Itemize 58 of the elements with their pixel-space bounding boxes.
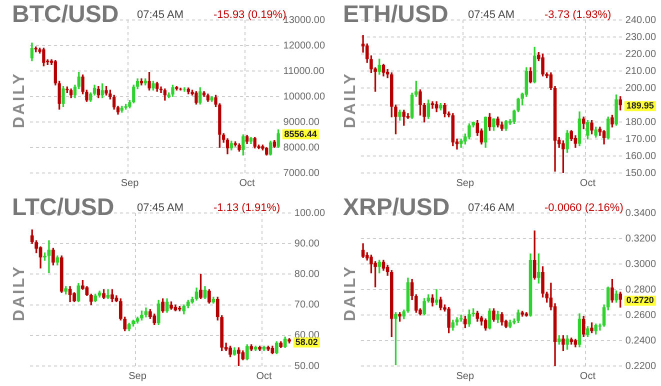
x-tick-label: Sep xyxy=(120,178,140,189)
y-tick-label: 0.2600 xyxy=(625,310,656,321)
y-axis-title: DAILY xyxy=(342,264,360,322)
x-tick-label: Sep xyxy=(456,178,474,189)
y-tick-label: 80.00 xyxy=(294,268,320,280)
annotation: 07:46 AM xyxy=(468,202,514,215)
chart-title: ETH/USD xyxy=(343,1,448,28)
annotation: 07:45 AM xyxy=(137,9,184,22)
y-tick-label: 170.00 xyxy=(625,134,656,145)
y-tick-label: 0.2800 xyxy=(625,284,656,296)
y-tick-label: 0.2200 xyxy=(625,360,656,372)
y-tick-label: 70.00 xyxy=(294,300,320,311)
x-tick-label: Sep xyxy=(456,370,474,382)
y-tick-label: 180.00 xyxy=(625,116,656,128)
y-tick-label: 0.2400 xyxy=(625,335,656,346)
annotation: 07:45 AM xyxy=(468,9,514,22)
y-tick-label: 0.3200 xyxy=(625,233,656,244)
annotation: -3.73 (1.93%) xyxy=(544,9,612,22)
y-tick-label: 0.3000 xyxy=(625,258,656,270)
y-tick-label: 10000.00 xyxy=(283,91,326,102)
y-tick-label: 240.00 xyxy=(625,14,656,26)
annotation: -15.93 (0.19%) xyxy=(213,9,286,21)
x-tick-label: Oct xyxy=(256,370,272,382)
y-axis-title: DAILY xyxy=(11,264,29,322)
y-tick-label: 150.00 xyxy=(625,168,656,179)
y-tick-label: 100.00 xyxy=(294,208,326,219)
chart-title: XRP/USD xyxy=(343,194,450,221)
y-tick-label: 220.00 xyxy=(625,48,656,60)
text: 0.2720 xyxy=(626,295,654,306)
y-tick-label: 210.00 xyxy=(625,66,656,77)
y-tick-label: 11000.00 xyxy=(283,66,325,77)
x-tick-label: Oct xyxy=(580,178,596,189)
x-tick-label: Sep xyxy=(128,370,147,382)
y-tick-label: 160.00 xyxy=(625,150,656,162)
x-tick-label: Oct xyxy=(580,370,596,382)
y-tick-label: 90.00 xyxy=(294,238,320,250)
y-axis-title: DAILY xyxy=(11,72,29,128)
text: 189.95 xyxy=(626,100,654,111)
candlestick xyxy=(47,240,51,273)
x-tick-label: Oct xyxy=(239,178,256,189)
y-tick-label: 0.3400 xyxy=(625,208,656,219)
candlestick xyxy=(182,87,186,92)
annotation: -1.13 (1.91%) xyxy=(213,202,280,215)
text: 8556.44 xyxy=(284,128,317,139)
candlestick xyxy=(459,314,463,322)
y-tick-label: 8000.00 xyxy=(283,142,320,154)
y-tick-label: 9000.00 xyxy=(283,116,320,128)
y-tick-label: 200.00 xyxy=(625,82,656,94)
y-tick-label: 50.00 xyxy=(294,360,320,372)
y-tick-label: 7000.00 xyxy=(283,168,320,179)
y-axis-title: DAILY xyxy=(342,72,360,128)
annotation: -0.0060 (2.16%) xyxy=(544,202,624,215)
chart-title: LTC/USD xyxy=(12,194,114,221)
candlestick xyxy=(434,289,438,306)
y-tick-label: 230.00 xyxy=(625,32,656,43)
y-tick-label: 12000.00 xyxy=(283,40,326,52)
annotation: 07:45 AM xyxy=(137,202,184,215)
chart-title: BTC/USD xyxy=(12,1,119,28)
